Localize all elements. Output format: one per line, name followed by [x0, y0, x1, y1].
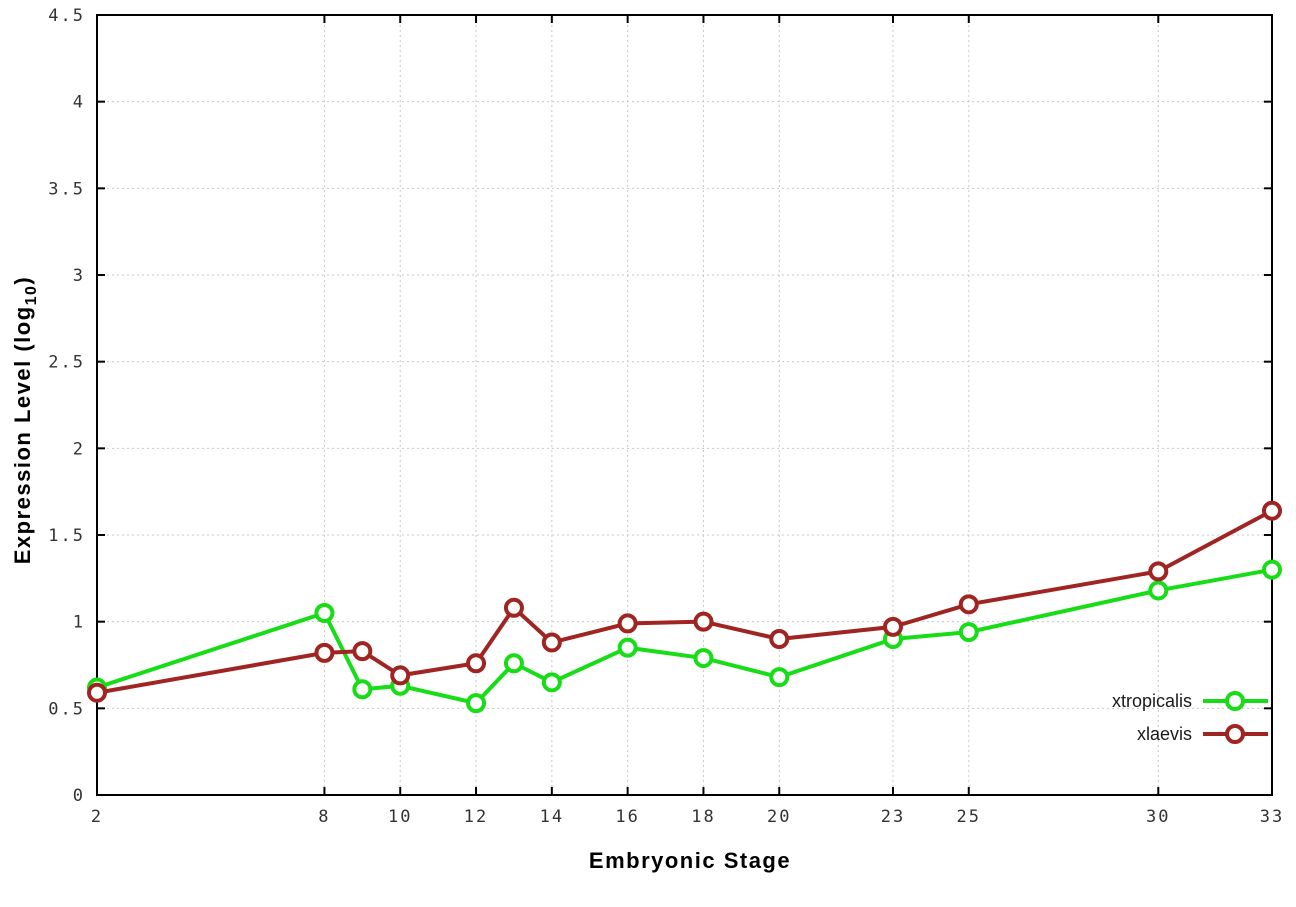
tick-labels-layer: 2 8 10 12 14 16 18 20 23 25 30 33 0 0.5 1 1.5 2 2.5 3 3.5 4 4…: [48, 6, 1284, 827]
x-tick-label: 12: [464, 807, 488, 827]
x-tick-label: 33: [1260, 807, 1284, 827]
data-point-xtropicalis: [617, 637, 638, 658]
y-tick-label: 2: [73, 439, 85, 459]
x-tick-label: 8: [318, 807, 330, 827]
data-point-xlaevis: [617, 613, 638, 634]
y-tick-label: 4: [73, 93, 85, 113]
legend-sample-xlaevis: [1203, 724, 1268, 744]
data-point-xlaevis: [769, 629, 790, 649]
grid-layer: [97, 14, 1273, 795]
y-axis-title: Expression Level (log10): [10, 276, 40, 565]
data-point-xlaevis: [1148, 561, 1169, 582]
legend: xtropicalis xlaevis: [1112, 691, 1268, 744]
plot-border: [96, 14, 1273, 796]
x-tick-label: 25: [957, 807, 981, 827]
data-point-xtropicalis: [693, 648, 714, 669]
x-tick-label: 23: [881, 807, 905, 827]
x-tick-label: 14: [540, 807, 564, 827]
y-axis-title-suffix: ): [10, 276, 35, 285]
data-point-xtropicalis: [1262, 559, 1282, 580]
data-point-xlaevis: [503, 597, 524, 618]
legend-label-xtropicalis: xtropicalis: [1112, 691, 1192, 711]
legend-marker: [1225, 691, 1245, 711]
data-point-xlaevis: [541, 632, 562, 653]
data-point-xtropicalis: [503, 653, 524, 674]
data-point-xlaevis: [390, 665, 411, 686]
data-point-xlaevis: [693, 611, 714, 632]
x-axis-title: Embryonic Stage: [589, 848, 791, 873]
data-point-xtropicalis: [314, 603, 335, 623]
data-point-xlaevis: [882, 616, 903, 637]
legend-marker: [1225, 724, 1245, 744]
y-tick-label: 4.5: [48, 6, 85, 26]
y-tick-label: 3: [73, 266, 85, 286]
tick-marks-layer: [96, 14, 1273, 796]
data-point-xtropicalis: [352, 679, 373, 700]
y-tick-label: 1: [73, 613, 85, 633]
data-point-xlaevis: [352, 641, 373, 662]
legend-sample-xtropicalis: [1203, 691, 1268, 711]
y-tick-label: 2.5: [48, 353, 85, 373]
data-point-xtropicalis: [466, 693, 487, 714]
y-tick-label: 0: [73, 786, 85, 806]
data-point-xtropicalis: [958, 622, 979, 643]
y-axis-title-main: Expression Level (log: [10, 305, 35, 564]
x-tick-label: 10: [388, 807, 412, 827]
x-tick-label: 30: [1146, 807, 1170, 827]
y-tick-label: 0.5: [48, 699, 85, 719]
data-point-xlaevis: [1262, 500, 1282, 521]
data-point-xtropicalis: [769, 667, 790, 688]
x-tick-label: 20: [767, 807, 791, 827]
y-tick-label: 1.5: [48, 526, 85, 546]
data-point-xtropicalis: [1148, 580, 1169, 601]
x-tick-label: 18: [691, 807, 715, 827]
data-point-xlaevis: [87, 682, 107, 703]
data-point-xlaevis: [314, 642, 335, 663]
series-line-xtropicalis: [95, 567, 1274, 706]
x-tick-label: 2: [91, 807, 103, 827]
data-point-xlaevis: [958, 594, 979, 615]
legend-label-xlaevis: xlaevis: [1137, 724, 1192, 744]
data-point-xtropicalis: [541, 672, 562, 693]
series-layer: [87, 500, 1282, 714]
y-tick-label: 3.5: [48, 179, 85, 199]
data-point-xlaevis: [466, 653, 487, 674]
series-line-xlaevis: [95, 508, 1274, 695]
x-tick-label: 16: [615, 807, 639, 827]
y-axis-title-subscript: 10: [23, 285, 40, 306]
